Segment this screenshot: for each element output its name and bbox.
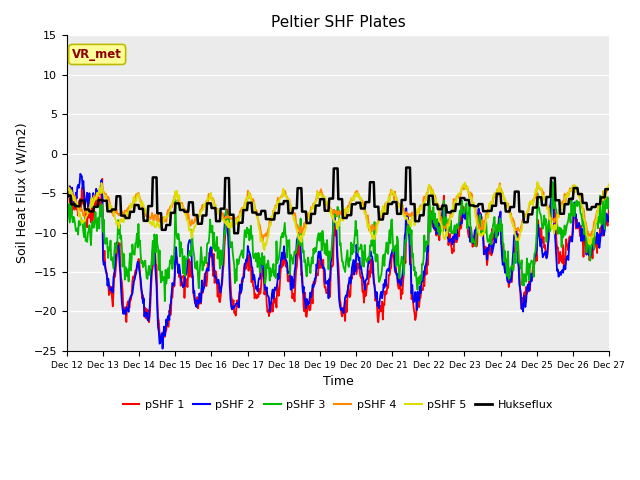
pSHF 1 <box>605 201 613 206</box>
pSHF 1 <box>63 178 70 184</box>
pSHF 1 <box>421 267 429 273</box>
Legend: pSHF 1, pSHF 2, pSHF 3, pSHF 4, pSHF 5, Hukseflux: pSHF 1, pSHF 2, pSHF 3, pSHF 4, pSHF 5, … <box>118 396 557 415</box>
pSHF 3 <box>213 234 221 240</box>
Hukseflux <box>129 209 136 215</box>
Hukseflux <box>403 165 410 170</box>
Hukseflux <box>605 186 613 192</box>
Hukseflux <box>421 202 429 207</box>
Line: pSHF 2: pSHF 2 <box>67 174 609 348</box>
Line: pSHF 5: pSHF 5 <box>67 180 609 250</box>
pSHF 2 <box>159 346 166 351</box>
pSHF 4 <box>184 216 191 221</box>
pSHF 1 <box>214 294 221 300</box>
Line: Hukseflux: Hukseflux <box>67 168 609 233</box>
Line: pSHF 3: pSHF 3 <box>67 182 609 301</box>
pSHF 4 <box>605 184 613 190</box>
pSHF 1 <box>99 176 106 182</box>
Y-axis label: Soil Heat Flux ( W/m2): Soil Heat Flux ( W/m2) <box>15 123 28 264</box>
pSHF 3 <box>161 298 169 304</box>
pSHF 3 <box>73 228 81 234</box>
Title: Peltier SHF Plates: Peltier SHF Plates <box>271 15 405 30</box>
Line: pSHF 1: pSHF 1 <box>67 179 609 340</box>
pSHF 3 <box>184 252 192 258</box>
pSHF 5 <box>605 181 613 187</box>
pSHF 2 <box>214 279 221 285</box>
Hukseflux <box>405 165 413 170</box>
pSHF 1 <box>185 256 193 262</box>
pSHF 3 <box>420 232 428 238</box>
pSHF 2 <box>405 233 413 239</box>
pSHF 2 <box>63 191 70 197</box>
pSHF 4 <box>212 209 220 215</box>
pSHF 3 <box>605 205 613 211</box>
pSHF 3 <box>404 223 412 229</box>
Hukseflux <box>230 230 238 236</box>
pSHF 3 <box>129 241 136 247</box>
Hukseflux <box>73 204 81 209</box>
pSHF 3 <box>548 179 556 185</box>
Hukseflux <box>63 192 70 198</box>
pSHF 5 <box>420 201 428 207</box>
pSHF 5 <box>73 200 81 206</box>
Text: VR_met: VR_met <box>72 48 122 61</box>
pSHF 4 <box>63 180 70 186</box>
pSHF 2 <box>605 214 613 220</box>
pSHF 2 <box>73 196 81 202</box>
pSHF 5 <box>260 247 268 253</box>
pSHF 1 <box>73 206 81 212</box>
pSHF 4 <box>404 212 412 217</box>
pSHF 1 <box>129 274 137 279</box>
Hukseflux <box>184 209 191 215</box>
pSHF 4 <box>420 193 428 199</box>
Hukseflux <box>212 218 220 224</box>
pSHF 2 <box>185 239 193 244</box>
pSHF 2 <box>421 264 429 269</box>
X-axis label: Time: Time <box>323 375 353 388</box>
pSHF 5 <box>212 205 220 211</box>
Line: pSHF 4: pSHF 4 <box>67 183 609 241</box>
pSHF 5 <box>129 205 136 211</box>
pSHF 4 <box>259 238 267 244</box>
pSHF 5 <box>184 217 191 223</box>
pSHF 2 <box>77 171 84 177</box>
pSHF 5 <box>63 177 70 183</box>
pSHF 1 <box>156 337 164 343</box>
pSHF 2 <box>129 284 137 290</box>
pSHF 5 <box>404 221 412 227</box>
pSHF 3 <box>63 222 70 228</box>
pSHF 4 <box>129 201 136 207</box>
pSHF 4 <box>73 204 81 210</box>
pSHF 1 <box>405 230 413 236</box>
